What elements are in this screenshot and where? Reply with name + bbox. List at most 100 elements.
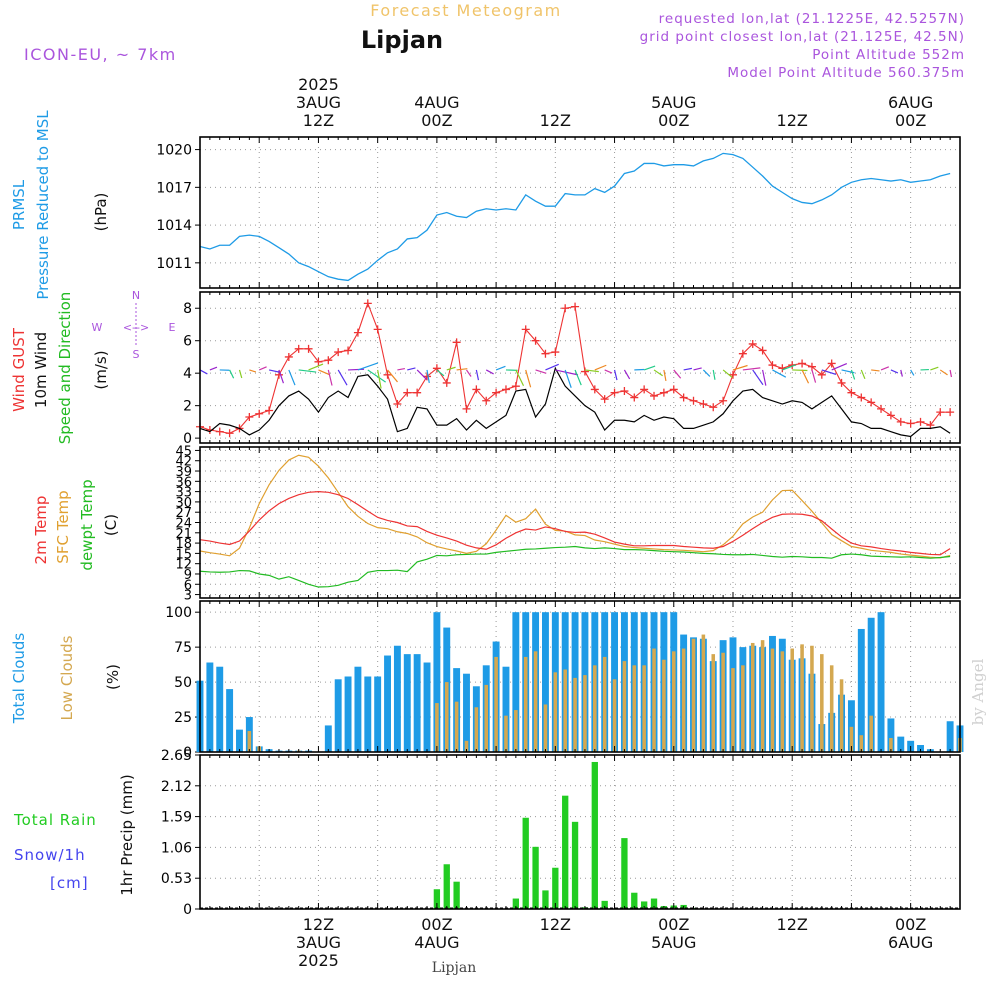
total-cloud-bar (354, 666, 362, 752)
y-tick-label: 1014 (156, 218, 192, 234)
time-label-top: 2025 (298, 75, 339, 94)
gust-marker (314, 357, 323, 366)
wind-direction-arrow (742, 367, 761, 371)
total-cloud-bar (403, 654, 411, 752)
low-cloud-bar (810, 645, 814, 752)
y-tick-label: 3 (184, 589, 192, 604)
wind-direction-arrow (772, 369, 787, 378)
low-cloud-bar (731, 668, 735, 752)
total-cloud-bar (393, 645, 401, 752)
gust-marker (886, 411, 895, 420)
temp-sfc-label: SFC Temp (54, 490, 72, 563)
gust-marker (580, 367, 589, 376)
time-label-bottom: 4AUG (414, 933, 459, 952)
total-cloud-bar (364, 676, 372, 752)
gust-marker (650, 391, 659, 400)
wind-direction-arrow (732, 364, 748, 371)
wind-direction-arrow (712, 369, 716, 380)
gust-marker (857, 393, 866, 402)
time-label-top: 00Z (658, 111, 689, 130)
low-cloud-bar (454, 701, 459, 752)
low-cloud-bar (691, 638, 696, 752)
gust-marker (719, 396, 728, 405)
y-tick-label: 1.59 (161, 810, 192, 826)
low-cloud-bar (533, 651, 538, 752)
gust-marker (847, 388, 856, 397)
gust-marker (916, 417, 925, 426)
time-label-top: 6AUG (888, 93, 933, 112)
total-cloud-bar (433, 612, 441, 752)
wind-direction-arrow (199, 369, 208, 375)
time-label-top: 4AUG (414, 93, 459, 112)
low-cloud-bar (563, 669, 567, 752)
gust-marker (896, 417, 905, 426)
wind-direction-arrow (831, 363, 848, 371)
panel-frame (199, 136, 961, 289)
y-tick-label: 1020 (156, 143, 192, 159)
gust-marker (521, 325, 530, 334)
gust-marker (265, 406, 274, 415)
gust-marker (728, 370, 737, 379)
total-cloud-bar (413, 654, 421, 752)
total-cloud-bar (502, 666, 510, 752)
y-tick-label: 50 (174, 675, 192, 691)
wind-direction-arrow (545, 363, 559, 371)
gust-marker (511, 382, 520, 391)
y-tick-label: 25 (174, 710, 192, 726)
low-cloud-bar (593, 665, 597, 752)
low-clouds-label: Low Clouds (58, 635, 76, 720)
gust-marker (620, 387, 629, 396)
wind-direction-arrow (782, 364, 796, 371)
wind-direction-arrow (426, 369, 430, 384)
gust-marker (334, 348, 343, 357)
pressure-label-desc: Pressure Reduced to MSL (34, 110, 52, 300)
low-cloud-bar (553, 672, 558, 752)
low-cloud-bar (790, 648, 794, 752)
y-tick-label: 18 (175, 537, 192, 552)
chart-subtitle: Forecast Meteogram (370, 1, 561, 20)
wind-10m-label: 10m Wind (32, 332, 50, 408)
low-cloud-bar (849, 726, 854, 752)
compass-rose: N S W E <--> (92, 289, 176, 361)
gust-marker (225, 429, 234, 438)
low-cloud-bar (829, 665, 834, 752)
wind-gust-label: Wind GUST (10, 327, 28, 412)
gust-marker (541, 349, 550, 358)
wind-direction-arrow (348, 368, 365, 371)
wind-direction-arrow (910, 369, 915, 376)
y-tick-label: 30 (175, 496, 192, 511)
wind-direction-arrow (574, 369, 582, 386)
low-cloud-bar (671, 651, 676, 752)
low-cloud-bar (602, 656, 607, 752)
wind-direction-arrow (693, 367, 702, 371)
wind-direction-arrow (535, 369, 547, 374)
pressure-label-prmsl: PRMSL (10, 179, 28, 230)
gust-marker (630, 393, 639, 402)
wind-direction-arrow (475, 369, 480, 381)
wind-direction-arrow (880, 366, 890, 371)
y-tick-label: 2 (183, 399, 192, 415)
low-cloud-bar (642, 665, 646, 752)
low-cloud-bar (464, 740, 469, 752)
y-tick-label: 1017 (156, 180, 192, 196)
rain-bar (532, 846, 539, 909)
y-tick-label: 24 (175, 517, 192, 532)
compass-north: N (132, 289, 140, 302)
wind-direction-arrow (683, 367, 693, 371)
wind-direction-arrow (949, 369, 953, 378)
temp-unit: (C) (102, 514, 120, 536)
total-cloud-bar (344, 676, 352, 752)
wind-direction-arrow (762, 369, 767, 386)
gust-marker (659, 388, 668, 397)
gust-marker (600, 395, 609, 404)
time-label-top: 00Z (421, 111, 452, 130)
sfc-temp-line (199, 454, 951, 559)
gust-marker (363, 299, 372, 308)
low-cloud-bar (711, 654, 716, 752)
time-label-top: 00Z (895, 111, 926, 130)
low-cloud-bar (701, 634, 706, 752)
wind-direction-arrow (278, 369, 285, 384)
gust-marker (640, 385, 649, 394)
gust-marker (817, 370, 826, 379)
y-tick-label: 2.12 (161, 779, 192, 795)
